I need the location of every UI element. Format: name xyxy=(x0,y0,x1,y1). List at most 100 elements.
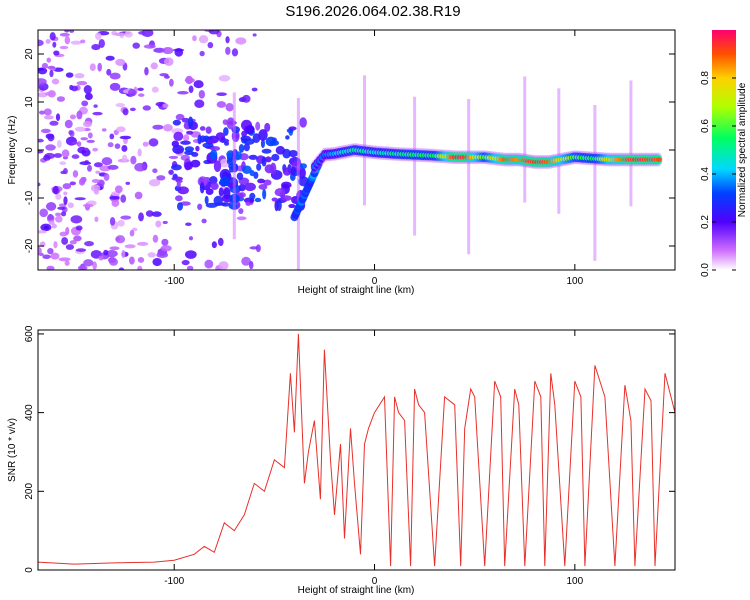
noise-blob xyxy=(199,50,205,57)
noise-blob xyxy=(205,126,212,134)
noise-blob xyxy=(61,211,67,217)
transition-blob xyxy=(176,202,183,211)
noise-blob xyxy=(109,216,116,226)
transition-blob xyxy=(242,165,252,174)
streak xyxy=(629,80,633,207)
transition-blob xyxy=(184,146,195,152)
streak xyxy=(557,88,561,214)
noise-blob xyxy=(143,44,156,49)
noise-blob xyxy=(107,164,119,170)
noise-blob xyxy=(115,103,126,108)
noise-blob xyxy=(55,113,61,121)
transition-blob xyxy=(215,132,226,141)
noise-blob xyxy=(208,30,220,35)
noise-blob xyxy=(65,227,70,235)
noise-blob xyxy=(134,191,143,200)
transition-blob xyxy=(210,182,219,190)
noise-blob xyxy=(63,196,68,205)
transition-blob xyxy=(236,172,244,181)
noise-blob xyxy=(201,218,207,224)
colorbar-gradient xyxy=(712,30,736,270)
spectrogram-x-ticks: -100 0 100 xyxy=(164,30,584,287)
snr-x-tick-label: 0 xyxy=(372,576,378,587)
snr-y-ticks: 0 200 400 600 xyxy=(24,325,675,573)
streak xyxy=(593,104,597,261)
noise-blob xyxy=(121,154,128,162)
transition-blob xyxy=(288,203,296,209)
noise-blob xyxy=(43,225,49,230)
noise-blob xyxy=(147,252,156,258)
snr-y-label: SNR (10 * v/v) xyxy=(7,418,18,482)
spectrogram-y-ticks: -20 -10 0 10 20 xyxy=(24,48,675,253)
noise-blob xyxy=(124,244,136,249)
noise-blob xyxy=(64,36,71,45)
noise-blob xyxy=(42,254,51,260)
transition-blob xyxy=(271,153,280,162)
spectrogram-y-tick-label: -10 xyxy=(24,190,35,205)
transition-blob xyxy=(263,179,272,186)
noise-blob xyxy=(142,141,149,147)
transition-blob xyxy=(187,116,194,128)
transition-blob xyxy=(256,163,262,171)
noise-blob xyxy=(109,133,115,140)
noise-blob xyxy=(83,85,92,94)
transition-blob xyxy=(218,187,224,197)
ridge-core xyxy=(655,157,662,163)
noise-blob xyxy=(68,130,73,136)
noise-blob xyxy=(59,45,69,50)
noise-blob xyxy=(75,225,83,231)
noise-blob xyxy=(53,241,58,249)
noise-blob xyxy=(56,96,66,102)
noise-blob xyxy=(252,33,257,37)
noise-blob xyxy=(87,164,92,172)
noise-blob xyxy=(150,62,158,70)
transition-blob xyxy=(224,141,230,146)
noise-blob xyxy=(184,250,197,259)
noise-blob xyxy=(152,234,159,243)
noise-blob xyxy=(225,103,234,112)
noise-blob xyxy=(49,69,54,78)
colorbar-tick-label: 0.4 xyxy=(700,167,711,181)
noise-blob xyxy=(53,50,60,56)
noise-blob xyxy=(236,216,247,221)
noise-blob xyxy=(70,215,83,224)
transition-blob xyxy=(238,183,246,192)
noise-blob xyxy=(94,32,102,41)
noise-blob xyxy=(207,41,214,49)
transition-blob xyxy=(260,139,265,148)
transition-blob xyxy=(186,130,194,135)
noise-blob xyxy=(216,101,227,108)
noise-blob xyxy=(109,72,121,80)
noise-blob xyxy=(46,57,52,63)
transition-blob xyxy=(199,126,206,131)
noise-blob xyxy=(80,176,86,185)
transition-blob xyxy=(243,143,250,152)
noise-blob xyxy=(46,265,55,270)
noise-blob xyxy=(204,259,214,269)
noise-blob xyxy=(109,82,121,91)
spectrogram-x-tick-label: -100 xyxy=(164,276,184,287)
snr-y-tick-label: 400 xyxy=(24,404,35,421)
noise-blob xyxy=(142,105,151,111)
noise-blob xyxy=(151,211,162,217)
snr-x-tick-label: 100 xyxy=(566,576,583,587)
transition-blob xyxy=(171,176,184,181)
streak xyxy=(523,76,527,203)
noise-blob xyxy=(115,235,126,244)
colorbar-tick-label: 0.6 xyxy=(700,119,711,133)
noise-blob xyxy=(55,193,62,200)
noise-blob xyxy=(184,77,195,83)
noise-blob xyxy=(83,259,94,267)
transition-blob xyxy=(209,175,218,185)
noise-blob xyxy=(76,80,88,86)
transition-blob xyxy=(204,195,209,205)
noise-blob xyxy=(52,41,57,48)
noise-blob xyxy=(148,179,161,187)
noise-blob xyxy=(44,91,55,96)
noise-blob xyxy=(51,78,60,85)
noise-blob xyxy=(38,150,44,154)
spectrogram-y-tick-label: 20 xyxy=(24,48,35,60)
noise-blob xyxy=(121,145,128,152)
snr-y-tick-label: 0 xyxy=(24,567,35,573)
